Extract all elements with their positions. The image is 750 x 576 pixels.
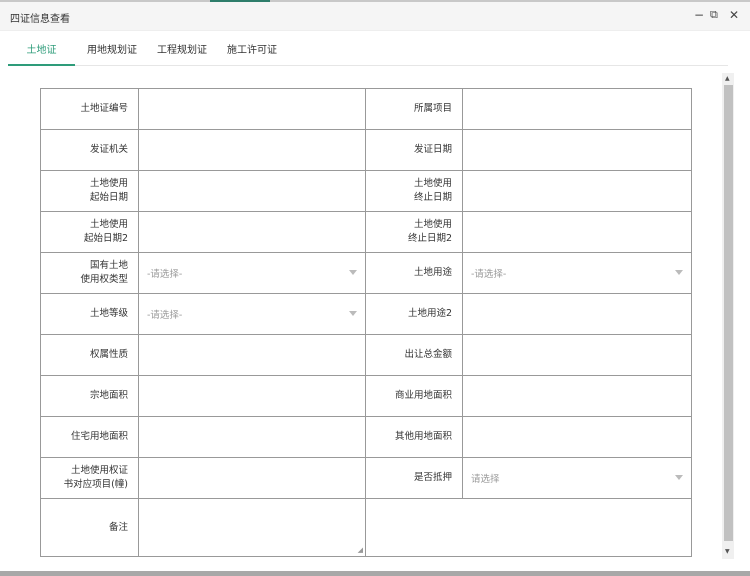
label-transfer-amount: 出让总金额 bbox=[365, 334, 463, 376]
label-right-type: 国有土地使用权类型 bbox=[40, 252, 139, 294]
use-end2-field[interactable] bbox=[462, 211, 692, 253]
other-area-field[interactable] bbox=[462, 416, 692, 458]
cert-items-field[interactable] bbox=[138, 457, 366, 499]
label-use-end2: 土地使用终止日期2 bbox=[365, 211, 463, 253]
label-land-use: 土地用途 bbox=[365, 252, 463, 294]
label-residential-area: 住宅用地面积 bbox=[40, 416, 139, 458]
label-use-end: 土地使用 终止日期 bbox=[365, 170, 463, 212]
use-end-field[interactable] bbox=[462, 170, 692, 212]
label-line: 土地使用 bbox=[413, 219, 452, 230]
label-issue-date: 发证日期 bbox=[365, 129, 463, 171]
scroll-down-icon[interactable]: ▼ bbox=[725, 548, 730, 555]
remarks-empty-cell bbox=[365, 498, 692, 557]
label-use-start2: 土地使用起始日期2 bbox=[40, 211, 139, 253]
ownership-field[interactable] bbox=[138, 334, 366, 376]
right-type-select[interactable]: -请选择- bbox=[138, 252, 366, 294]
bottom-bar bbox=[0, 571, 750, 576]
label-line: 土地使用权证 bbox=[70, 465, 128, 476]
select-value: -请选择- bbox=[147, 269, 183, 280]
parcel-area-field[interactable] bbox=[138, 375, 366, 417]
label-line: 书对应项目(幢) bbox=[63, 479, 128, 490]
label-other-area: 其他用地面积 bbox=[365, 416, 463, 458]
issue-date-field[interactable] bbox=[462, 129, 692, 171]
window-title: 四证信息查看 bbox=[10, 14, 70, 25]
select-value: -请选择- bbox=[471, 269, 507, 280]
label-cert-no: 土地证编号 bbox=[40, 88, 139, 130]
use-start-field[interactable] bbox=[138, 170, 366, 212]
label-line: 土地使用 bbox=[89, 178, 128, 189]
issuer-field[interactable] bbox=[138, 129, 366, 171]
label-line: 终止日期2 bbox=[407, 233, 452, 244]
land-cert-form: 土地证编号 所属项目 发证机关 发证日期 土地使用 起始日期 土地使用 终止日期 土… bbox=[40, 88, 692, 557]
label-line: 起始日期 bbox=[89, 192, 128, 203]
label-cert-items: 土地使用权证书对应项目(幢) bbox=[40, 457, 139, 499]
transfer-amount-field[interactable] bbox=[462, 334, 692, 376]
vertical-scrollbar[interactable]: ▲ ▼ bbox=[722, 73, 734, 559]
tab-land-cert[interactable]: 土地证 bbox=[8, 38, 75, 66]
land-use2-field[interactable] bbox=[462, 293, 692, 335]
label-line: 起始日期2 bbox=[83, 233, 128, 244]
residential-area-field[interactable] bbox=[138, 416, 366, 458]
title-bar: 四证信息查看 − ⧉ ✕ bbox=[0, 2, 750, 31]
chevron-down-icon bbox=[349, 311, 357, 316]
chevron-down-icon bbox=[349, 270, 357, 275]
land-use-select[interactable]: -请选择- bbox=[462, 252, 692, 294]
label-line: 终止日期 bbox=[413, 192, 452, 203]
label-line: 使用权类型 bbox=[80, 274, 128, 285]
scroll-up-icon[interactable]: ▲ bbox=[725, 75, 730, 82]
commercial-area-field[interactable] bbox=[462, 375, 692, 417]
label-remarks: 备注 bbox=[40, 498, 139, 557]
label-project: 所属项目 bbox=[365, 88, 463, 130]
cert-no-field[interactable] bbox=[138, 88, 366, 130]
remarks-textarea[interactable]: ◢ bbox=[138, 498, 366, 557]
tab-construction-permit[interactable]: 施工许可证 bbox=[227, 45, 277, 56]
label-ownership: 权属性质 bbox=[40, 334, 139, 376]
label-mortgaged: 是否抵押 bbox=[365, 457, 463, 499]
close-icon[interactable]: ✕ bbox=[729, 8, 740, 22]
label-land-grade: 土地等级 bbox=[40, 293, 139, 335]
select-value: 请选择 bbox=[471, 474, 500, 485]
label-line: 土地使用 bbox=[413, 178, 452, 189]
land-grade-select[interactable]: -请选择- bbox=[138, 293, 366, 335]
scrollbar-thumb[interactable] bbox=[724, 85, 733, 541]
label-parcel-area: 宗地面积 bbox=[40, 375, 139, 417]
tab-engineering-planning[interactable]: 工程规划证 bbox=[157, 45, 207, 56]
top-border bbox=[0, 0, 750, 2]
tab-bar: 土地证 用地规划证 工程规划证 施工许可证 bbox=[8, 38, 728, 66]
label-land-use2: 土地用途2 bbox=[365, 293, 463, 335]
label-issuer: 发证机关 bbox=[40, 129, 139, 171]
label-commercial-area: 商业用地面积 bbox=[365, 375, 463, 417]
project-field[interactable] bbox=[462, 88, 692, 130]
resize-handle-icon[interactable]: ◢ bbox=[357, 546, 363, 554]
chevron-down-icon bbox=[675, 475, 683, 480]
mortgaged-select[interactable]: 请选择 bbox=[462, 457, 692, 499]
maximize-icon[interactable]: ⧉ bbox=[710, 8, 718, 21]
label-line: 土地使用 bbox=[89, 219, 128, 230]
label-line: 国有土地 bbox=[89, 260, 128, 271]
tab-land-planning[interactable]: 用地规划证 bbox=[87, 45, 137, 56]
select-value: -请选择- bbox=[147, 310, 183, 321]
label-use-start: 土地使用 起始日期 bbox=[40, 170, 139, 212]
use-start2-field[interactable] bbox=[138, 211, 366, 253]
chevron-down-icon bbox=[675, 270, 683, 275]
minimize-icon[interactable]: − bbox=[694, 8, 705, 22]
